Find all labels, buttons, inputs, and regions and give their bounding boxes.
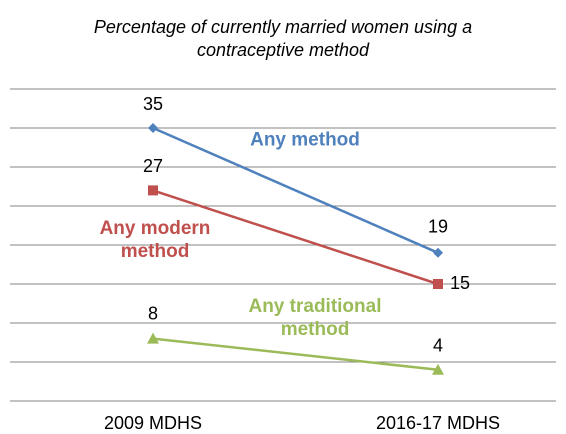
data-label: 4 [433,336,443,356]
data-label: 8 [148,303,158,323]
series-line [152,337,439,372]
data-label: 35 [143,94,163,114]
series-label: Any method [250,129,360,151]
series-line [152,126,439,254]
marker [148,185,158,196]
data-label: 15 [450,273,470,293]
x-tick-label: 2009 MDHS [104,413,202,433]
data-label: 27 [143,156,163,176]
marker [148,123,158,133]
marker [433,247,443,258]
chart-title: Percentage of currently married women us… [93,17,473,60]
marker [433,279,443,289]
marker [432,363,444,375]
series-line [152,189,439,286]
series-label: Any traditional method [248,296,382,340]
x-tick-label: 2016-17 MDHS [376,413,500,433]
marker [147,332,159,344]
series-label: Any modern method [99,218,211,262]
data-label: 19 [428,217,448,237]
